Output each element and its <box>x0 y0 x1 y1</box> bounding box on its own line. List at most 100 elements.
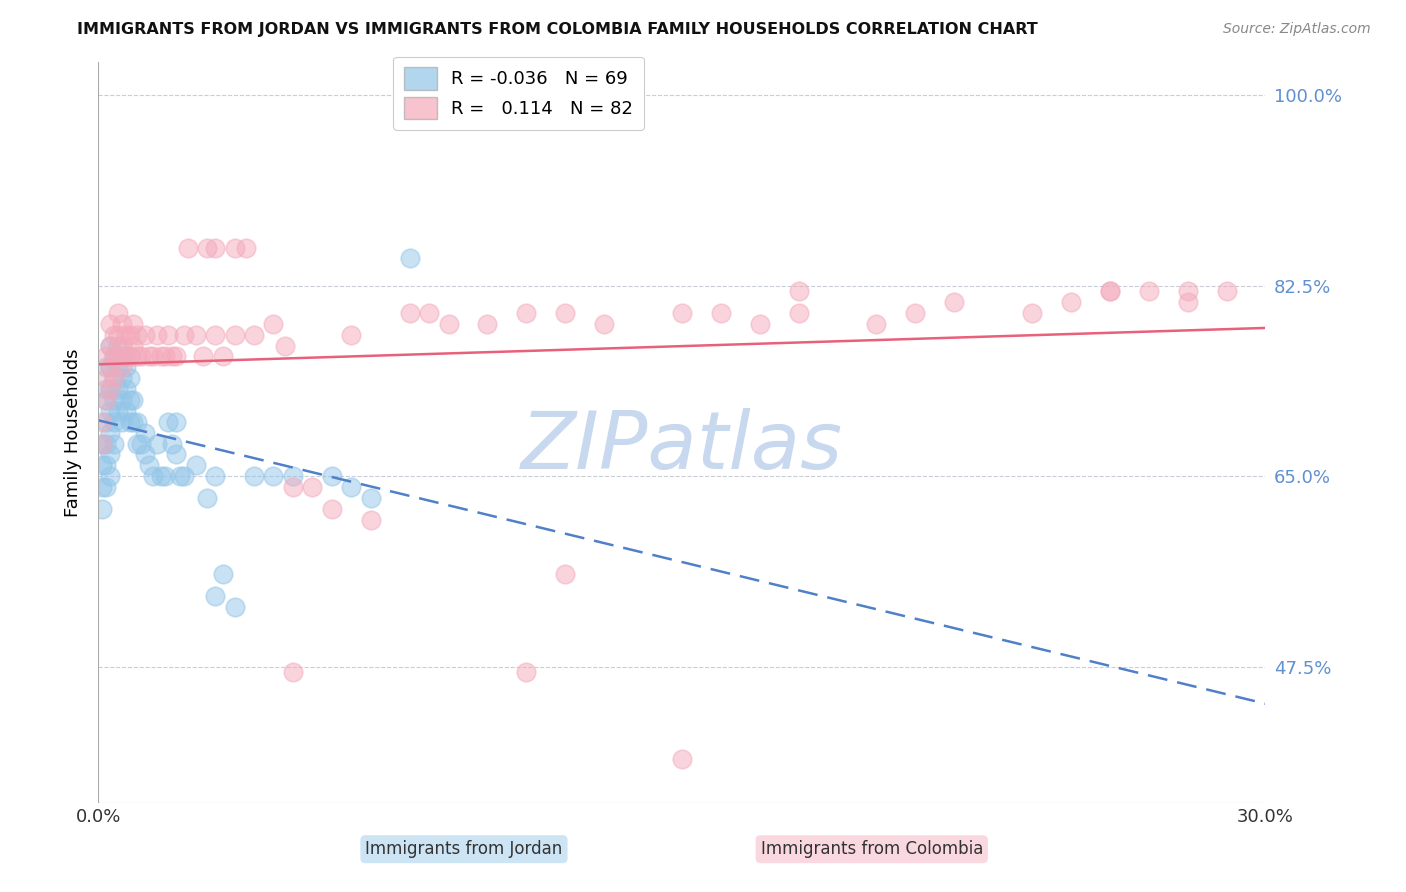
Point <box>98 425 121 440</box>
Point <box>129 350 152 364</box>
Point <box>195 241 218 255</box>
Point <box>107 350 129 364</box>
Point <box>138 350 160 364</box>
Point <box>107 306 129 320</box>
Point <box>127 436 149 450</box>
Text: IMMIGRANTS FROM JORDAN VS IMMIGRANTS FROM COLOMBIA FAMILY HOUSEHOLDS CORRELATION: IMMIGRANTS FROM JORDAN VS IMMIGRANTS FRO… <box>77 22 1038 37</box>
Point <box>118 415 141 429</box>
Point <box>153 350 176 364</box>
Point <box>1137 284 1160 298</box>
Point <box>418 306 440 320</box>
Point <box>118 350 141 364</box>
Point <box>114 327 136 342</box>
Point <box>98 338 121 352</box>
Point <box>204 589 226 603</box>
Point <box>1177 295 1199 310</box>
Point <box>157 327 180 342</box>
Point <box>243 469 266 483</box>
Point <box>107 338 129 352</box>
Point <box>103 415 125 429</box>
Point <box>127 350 149 364</box>
Point <box>134 327 156 342</box>
Y-axis label: Family Households: Family Households <box>63 349 82 516</box>
Point <box>1098 284 1121 298</box>
Point <box>943 295 966 310</box>
Point <box>98 360 121 375</box>
Point <box>398 252 420 266</box>
Point <box>91 480 114 494</box>
Point <box>122 338 145 352</box>
Point <box>173 327 195 342</box>
Point <box>91 436 114 450</box>
Point <box>262 469 284 483</box>
Point <box>149 469 172 483</box>
Point <box>96 480 118 494</box>
Point <box>96 382 118 396</box>
Point <box>477 317 499 331</box>
Point <box>177 241 200 255</box>
Point <box>146 436 169 450</box>
Point <box>142 350 165 364</box>
Point <box>1021 306 1043 320</box>
Point <box>103 371 125 385</box>
Point <box>98 382 121 396</box>
Point <box>107 360 129 375</box>
Point <box>274 338 297 352</box>
Point <box>173 469 195 483</box>
Point <box>111 317 134 331</box>
Point <box>787 306 810 320</box>
Point <box>195 491 218 505</box>
Point <box>96 392 118 407</box>
Point <box>98 338 121 352</box>
Point <box>162 436 184 450</box>
Point <box>193 350 215 364</box>
Point <box>118 350 141 364</box>
Point <box>153 469 176 483</box>
Point <box>114 404 136 418</box>
Point <box>340 327 363 342</box>
Point <box>184 458 207 473</box>
Point <box>360 491 382 505</box>
Point <box>593 317 616 331</box>
Point <box>107 404 129 418</box>
Point <box>281 665 304 680</box>
Point <box>103 350 125 364</box>
Point <box>243 327 266 342</box>
Point <box>671 752 693 766</box>
Point <box>122 317 145 331</box>
Point <box>437 317 460 331</box>
Point <box>111 392 134 407</box>
Point <box>96 371 118 385</box>
Point <box>235 241 257 255</box>
Point <box>671 306 693 320</box>
Point <box>515 665 537 680</box>
Point <box>142 469 165 483</box>
Point <box>146 327 169 342</box>
Point <box>224 327 246 342</box>
Point <box>165 447 187 461</box>
Point <box>554 567 576 582</box>
Point <box>114 382 136 396</box>
Point <box>165 350 187 364</box>
Point <box>134 425 156 440</box>
Point <box>184 327 207 342</box>
Text: Source: ZipAtlas.com: Source: ZipAtlas.com <box>1223 22 1371 37</box>
Point <box>114 360 136 375</box>
Point <box>118 327 141 342</box>
Point <box>96 415 118 429</box>
Point <box>1215 284 1237 298</box>
Point <box>96 350 118 364</box>
Point <box>321 501 343 516</box>
Point <box>96 360 118 375</box>
Point <box>91 415 114 429</box>
Point <box>103 350 125 364</box>
Point <box>111 360 134 375</box>
Point <box>103 327 125 342</box>
Point <box>98 317 121 331</box>
Point <box>204 241 226 255</box>
Point <box>98 360 121 375</box>
Point <box>118 392 141 407</box>
Point <box>787 284 810 298</box>
Point <box>127 327 149 342</box>
Point <box>111 371 134 385</box>
